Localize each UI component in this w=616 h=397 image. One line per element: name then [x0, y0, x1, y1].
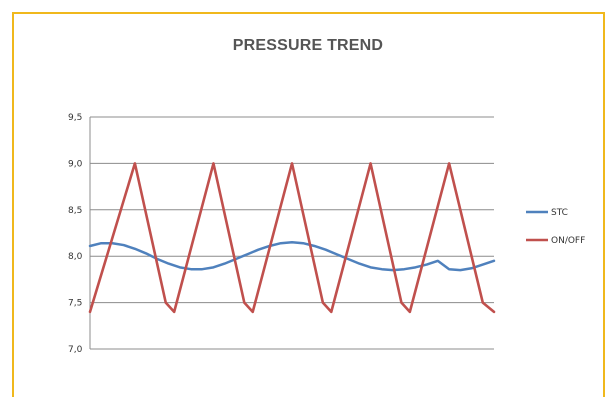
legend-label: STC — [551, 208, 568, 218]
legend: STC ON/OFF — [526, 208, 585, 246]
pressure-trend-chart: 7,0 7,5 8,0 8,5 9,0 9,5 STC ON/OFF — [68, 113, 585, 355]
series-line-on-off — [88, 162, 496, 314]
chart-title: PRESSURE TREND — [232, 37, 384, 54]
chart-frame — [12, 12, 605, 397]
series-lines — [88, 162, 496, 314]
y-tick-label: 8,5 — [68, 206, 82, 216]
y-tick-label: 7,0 — [68, 345, 83, 355]
legend-label: ON/OFF — [551, 236, 585, 246]
y-tick-label: 9,5 — [68, 113, 82, 123]
y-axis-ticks: 7,0 7,5 8,0 8,5 9,0 9,5 — [68, 113, 83, 355]
y-tick-label: 9,0 — [68, 159, 83, 169]
y-tick-label: 8,0 — [68, 252, 83, 262]
y-tick-label: 7,5 — [68, 299, 82, 309]
